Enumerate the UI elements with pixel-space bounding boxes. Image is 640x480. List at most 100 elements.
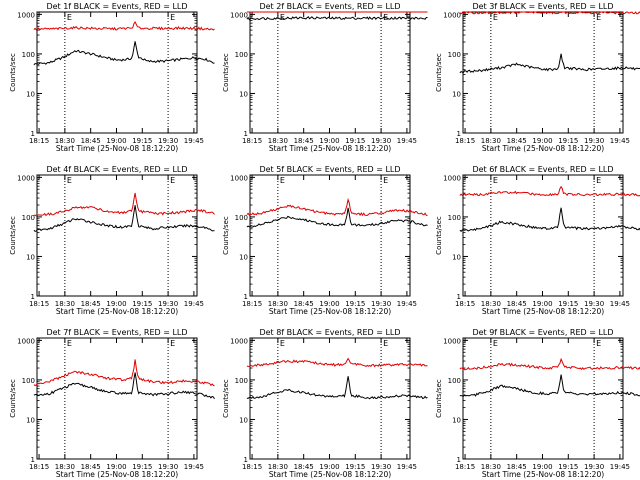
x-tick-label: 19:15	[132, 137, 152, 145]
y-tick-label: 1000	[17, 11, 35, 19]
y-axis-label: Counts/sec	[435, 216, 443, 255]
events-series-line	[33, 372, 215, 400]
x-tick-label: 18:15	[242, 137, 262, 145]
time-marker-label: E	[493, 13, 498, 22]
y-axis-label: Counts/sec	[9, 379, 17, 418]
y-tick-label: 10	[239, 90, 248, 98]
y-tick-label: 1000	[230, 174, 248, 182]
detector-panel: Det 1f BLACK = Events, RED = LLD 1 10 100 10…	[9, 2, 215, 153]
y-tick-label: 10	[26, 416, 35, 424]
x-tick-label: 19:30	[371, 300, 391, 308]
y-tick-label: 1	[31, 456, 35, 464]
y-tick-label: 1000	[443, 11, 461, 19]
y-axis-label: Counts/sec	[222, 216, 230, 255]
x-tick-label: 18:15	[455, 137, 475, 145]
x-tick-label: 19:30	[584, 463, 604, 471]
x-tick-label: 19:45	[184, 137, 204, 145]
x-tick-label: 19:30	[158, 463, 178, 471]
time-marker-label: E	[383, 176, 388, 185]
x-tick-label: 19:00	[532, 463, 552, 471]
detector-panel: Det 5f BLACK = Events, RED = LLD 1 10 100 10…	[222, 165, 428, 316]
x-tick-label: 18:45	[81, 137, 101, 145]
plot-frame	[36, 11, 198, 134]
y-tick-label: 100	[22, 214, 35, 222]
time-marker-label: E	[596, 339, 601, 348]
x-tick-label: 19:30	[371, 137, 391, 145]
y-tick-label: 1000	[17, 174, 35, 182]
lld-series-line	[459, 11, 640, 15]
plot-frame	[249, 11, 411, 134]
time-marker-label: E	[280, 339, 285, 348]
lld-series-line	[246, 197, 428, 217]
panel-title: Det 1f BLACK = Events, RED = LLD	[46, 2, 187, 11]
x-tick-label: 19:30	[584, 137, 604, 145]
x-tick-label: 19:00	[106, 137, 126, 145]
y-tick-label: 10	[239, 416, 248, 424]
x-tick-label: 19:15	[558, 300, 578, 308]
x-tick-label: 19:45	[397, 300, 417, 308]
x-axis-label: Start Time (25-Nov-08 18:12:20)	[269, 470, 391, 479]
x-tick-label: 19:45	[610, 300, 630, 308]
x-tick-label: 18:15	[455, 463, 475, 471]
x-tick-label: 18:45	[507, 463, 527, 471]
detector-panel: Det 3f BLACK = Events, RED = LLD 1 10 100 10…	[435, 2, 640, 153]
panel-title: Det 9f BLACK = Events, RED = LLD	[472, 328, 613, 337]
x-tick-label: 19:45	[610, 463, 630, 471]
plot-frame	[36, 174, 198, 297]
x-tick-label: 18:15	[242, 300, 262, 308]
x-tick-label: 19:15	[345, 463, 365, 471]
time-marker-label: E	[280, 176, 285, 185]
events-series-line	[246, 376, 428, 400]
time-marker-label: E	[67, 13, 72, 22]
detector-panel: Det 4f BLACK = Events, RED = LLD 1 10 100 10…	[9, 165, 215, 316]
lld-series-line	[459, 357, 640, 371]
x-axis-label: Start Time (25-Nov-08 18:12:20)	[269, 307, 391, 316]
y-tick-label: 10	[452, 253, 461, 261]
y-tick-label: 10	[452, 90, 461, 98]
plot-frame	[462, 11, 624, 134]
x-tick-label: 18:45	[81, 463, 101, 471]
x-tick-label: 19:00	[319, 300, 339, 308]
time-marker-label: E	[596, 13, 601, 22]
events-series-line	[33, 41, 215, 66]
y-tick-label: 1	[244, 130, 248, 138]
time-marker-label: E	[596, 176, 601, 185]
lld-series-line	[33, 359, 215, 387]
time-marker-label: E	[170, 339, 175, 348]
events-series-line	[459, 53, 640, 74]
y-tick-label: 1	[457, 456, 461, 464]
panel-title: Det 7f BLACK = Events, RED = LLD	[46, 328, 187, 337]
x-tick-label: 18:45	[294, 463, 314, 471]
y-tick-label: 1000	[17, 337, 35, 345]
plot-frame	[249, 337, 411, 460]
x-tick-label: 18:15	[242, 463, 262, 471]
panel-title: Det 3f BLACK = Events, RED = LLD	[472, 2, 613, 11]
y-axis-label: Counts/sec	[222, 53, 230, 92]
y-tick-label: 1000	[230, 337, 248, 345]
x-tick-label: 18:15	[455, 300, 475, 308]
x-tick-label: 18:30	[481, 137, 501, 145]
time-marker-label: E	[383, 339, 388, 348]
y-tick-label: 100	[235, 51, 248, 59]
x-axis-label: Start Time (25-Nov-08 18:12:20)	[56, 307, 178, 316]
y-tick-label: 1	[457, 130, 461, 138]
x-tick-label: 19:00	[106, 300, 126, 308]
x-tick-label: 18:30	[268, 137, 288, 145]
x-tick-label: 19:45	[184, 300, 204, 308]
time-marker-label: E	[67, 176, 72, 185]
y-axis-label: Counts/sec	[9, 216, 17, 255]
lld-series-line	[33, 192, 215, 217]
x-tick-label: 18:30	[481, 300, 501, 308]
x-tick-label: 19:00	[319, 137, 339, 145]
x-tick-label: 19:15	[558, 463, 578, 471]
x-tick-label: 18:30	[55, 300, 75, 308]
panel-title: Det 8f BLACK = Events, RED = LLD	[259, 328, 400, 337]
plot-frame	[249, 174, 411, 297]
events-series-line	[246, 15, 428, 21]
plot-frame	[462, 337, 624, 460]
y-axis-label: Counts/sec	[9, 53, 17, 92]
detector-panel: Det 9f BLACK = Events, RED = LLD 1 10 100 10…	[435, 328, 640, 479]
time-marker-label: E	[170, 13, 175, 22]
y-tick-label: 1	[457, 293, 461, 301]
